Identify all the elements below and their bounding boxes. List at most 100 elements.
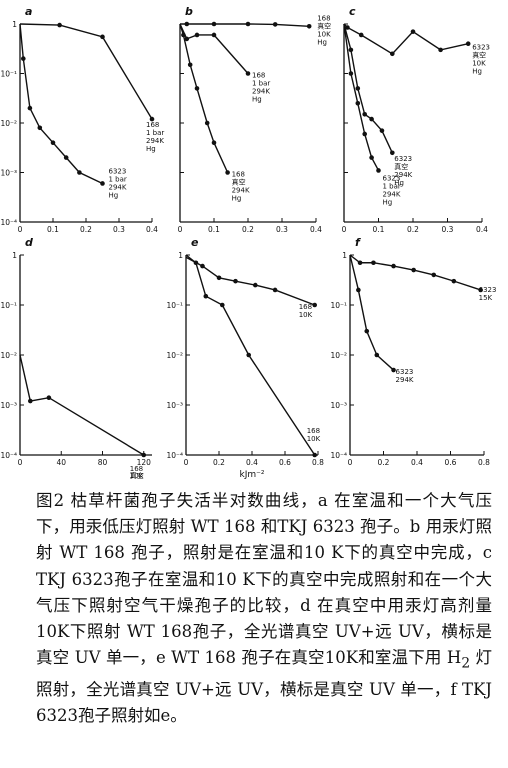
y-tick-label-e-3: 10⁻³ [166,401,183,410]
series-label-b-2-3: Hg [232,195,242,203]
series-line-f-1 [349,254,395,371]
data-point-b-1-2 [194,32,200,38]
data-point-e-1-3 [220,302,225,308]
series-label-c-1-1: 真空 [394,162,408,171]
data-point-a-1-7 [100,181,105,186]
data-point-d-0-3 [141,452,147,458]
x-tick-label-c-2: 0.2 [407,225,419,234]
y-tick-label-a-2: 10⁻² [0,119,17,128]
series-label-a-0-2: 294K [146,137,164,145]
x-tick-label-c-1: 0.1 [373,225,385,234]
data-point-c-0-1 [345,25,350,30]
data-point-c-0-2 [358,32,364,38]
data-point-b-0-4 [272,22,278,27]
data-point-e-1-1 [193,260,199,266]
x-tick-label-e-2: 0.4 [246,458,258,467]
series-label-d-0-1: 真空 [130,471,144,480]
data-point-f-0-6 [451,278,457,284]
data-point-f-0-3 [391,263,396,269]
x-tick-label-d-3: 120 [137,458,152,467]
series-label-f-0-0: 6323 [479,286,497,294]
data-point-f-1-2 [364,328,370,334]
series-line-c-0 [343,23,469,55]
x-tick-label-d-0: 0 [18,458,23,467]
data-point-c-1-4 [369,116,374,122]
data-point-c-1-3 [362,111,368,117]
data-point-d-0-2 [46,395,52,400]
series-label-f-1-0: 6323 [396,368,414,376]
series-label-a-0-3: Hg [146,145,156,153]
data-point-f-1-4 [391,367,396,373]
series-line-a-0 [19,23,153,120]
data-point-e-0-6 [312,302,318,308]
data-point-c-2-3 [362,131,368,137]
series-label-f-0-1: 15K [479,294,493,302]
data-point-a-1-3 [37,125,43,131]
series-label-c-0-2: 10K [472,60,486,68]
panel-label-d: d [25,236,33,249]
series-label-b-0-0: 168 [317,14,330,22]
data-point-b-0-3 [245,21,251,27]
data-point-f-1-3 [374,352,380,358]
data-point-f-0-5 [431,272,437,278]
series-label-c-2-3: Hg [383,198,393,206]
x-tick-label-b-4: 0.4 [310,225,322,234]
series-line-b-2 [179,23,229,173]
series-label-a-1-0: 6323 [109,167,127,175]
data-point-a-1-4 [50,140,56,145]
data-point-b-2-5 [211,140,217,145]
y-tick-label-f-1: 10⁻¹ [330,301,347,310]
figure-label: 图2 [36,491,65,510]
x-tick-label-f-0: 0 [348,458,353,467]
panel-label-e: e [191,236,199,249]
caption-text: 枯草杆菌孢子失活半对数曲线，a 在室温和一个大气压下，用汞低压灯照射 WT 16… [36,491,492,668]
y-tick-label-a-1: 10⁻¹ [0,70,17,79]
series-label-e-0-1: 10K [299,311,313,319]
series-label-c-2-0: 6323 [383,174,401,182]
data-point-c-1-2 [355,86,361,91]
y-tick-label-a-4: 10⁻⁴ [0,218,17,227]
series-label-c-2-1: 1 bar [383,182,401,190]
series-line-c-2 [343,23,380,171]
x-tick-label-f-3: 0.6 [445,458,457,467]
data-point-c-0-6 [465,41,471,46]
series-label-e-1-0: 168 [307,427,320,435]
y-tick-label-f-2: 10⁻² [330,351,347,360]
y-tick-label-e-2: 10⁻² [166,351,183,360]
data-point-a-0-3 [149,116,155,122]
series-label-c-1-2: 294K [394,171,412,179]
series-line-f-0 [349,254,481,291]
y-tick-label-a-0: 1 [12,20,17,29]
series-label-b-1-2: 294K [252,88,270,96]
x-tick-label-a-0: 0 [18,225,23,234]
data-point-c-2-4 [369,155,374,160]
series-line-c-1 [343,23,393,154]
data-point-c-1-6 [390,150,395,156]
y-tick-label-d-1: 10⁻¹ [0,301,17,310]
series-line-b-0 [180,23,310,27]
x-tick-label-e-0: 0 [184,458,189,467]
data-point-e-0-5 [272,287,278,293]
data-point-c-0-5 [438,47,443,53]
series-label-b-1-0: 168 [252,72,265,80]
x-tick-label-e-1: 0.2 [213,458,225,467]
data-point-b-2-6 [225,170,230,175]
data-point-c-1-5 [379,128,385,133]
series-label-b-2-2: 294K [232,187,250,195]
data-point-a-1-5 [63,155,69,160]
series-label-b-1-3: Hg [252,96,262,104]
x-tick-label-c-3: 0.3 [442,225,454,234]
figure-caption: 图2 枯草杆菌孢子失活半对数曲线，a 在室温和一个大气压下，用汞低压灯照射 WT… [36,488,492,729]
data-point-a-0-1 [57,22,62,28]
data-point-c-2-1 [348,71,354,76]
series-label-e-1-1: 10K [307,435,321,443]
data-point-f-1-1 [356,287,361,293]
data-point-e-1-4 [246,352,251,358]
series-label-c-0-3: Hg [472,68,482,76]
data-point-e-0-4 [253,282,258,288]
x-tick-label-a-3: 0.3 [113,225,125,234]
data-point-b-1-4 [245,71,251,76]
series-label-d-0-0: 168 [130,465,143,473]
